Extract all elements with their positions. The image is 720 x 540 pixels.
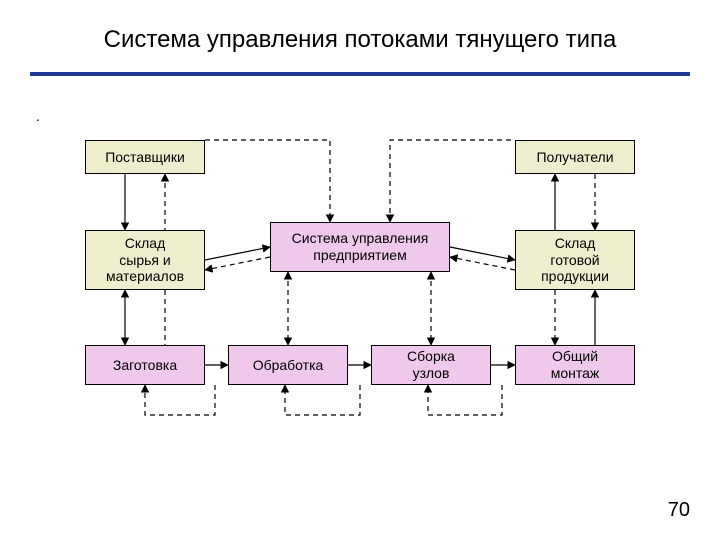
edge-dashed: [285, 385, 360, 415]
node-montazh: Общиймонтаж: [515, 345, 635, 385]
node-zagot: Заготовка: [85, 345, 205, 385]
page-number: 70: [668, 499, 690, 522]
slide: Система управления потоками тянущего тип…: [0, 0, 720, 540]
node-fin_store: Складготовойпродукции: [515, 230, 635, 290]
edge-dashed: [205, 257, 270, 270]
node-mgmt: Система управленияпредприятием: [270, 222, 450, 272]
title-rule: [30, 72, 690, 76]
edge-dashed: [205, 140, 330, 222]
flow-diagram: Поставщики Получатели Складсырья иматериал…: [70, 130, 650, 470]
page-title: Система управления потоками тянущего тип…: [0, 26, 720, 54]
node-raw_store: Складсырья иматериалов: [85, 230, 205, 290]
edge-solid: [205, 247, 270, 260]
node-receivers: Получатели: [515, 140, 635, 174]
bullet-dot: .: [36, 108, 40, 124]
edge-dashed: [390, 140, 515, 222]
edge-solid: [450, 247, 515, 260]
node-suppliers: Поставщики: [85, 140, 205, 174]
edges-layer: [70, 130, 650, 470]
edge-dashed: [428, 385, 502, 415]
node-sborka: Сборкаузлов: [371, 345, 491, 385]
edge-dashed: [450, 257, 515, 270]
node-obrab: Обработка: [228, 345, 348, 385]
edge-dashed: [145, 385, 215, 415]
